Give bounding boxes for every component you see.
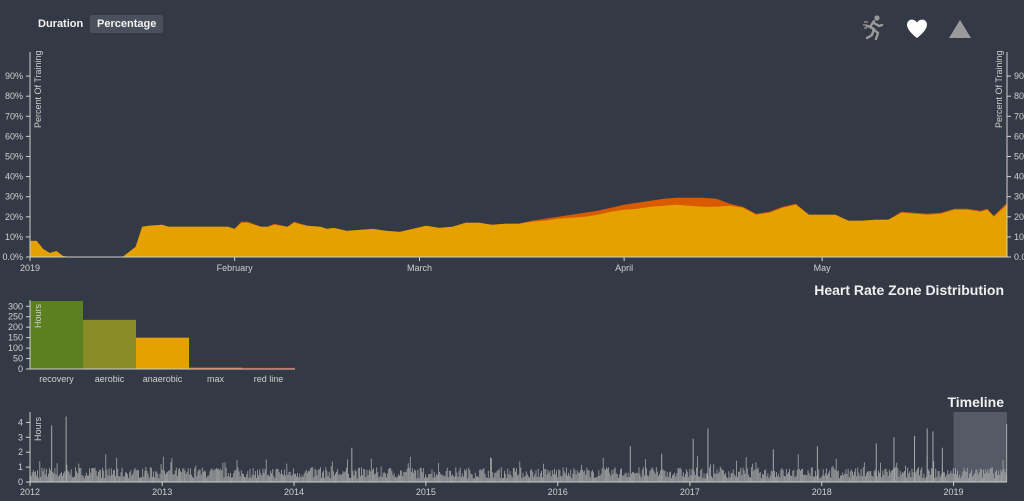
zone-y-tick-label: 0 xyxy=(18,364,23,374)
timeline-x-tick-label: 2014 xyxy=(284,487,304,497)
y-tick-label-right: 10% xyxy=(1014,232,1024,242)
zone-bar-recovery xyxy=(30,301,83,369)
duration-toggle-button[interactable]: Duration xyxy=(38,18,84,30)
y-tick-label-right: 90% xyxy=(1014,71,1024,81)
timeline-y-tick-label: 3 xyxy=(18,432,23,442)
series-lower-zone-area xyxy=(30,204,1007,257)
timeline-y-axis-label: Hours xyxy=(33,416,43,441)
y-tick-label-right: 0.0% xyxy=(1014,252,1024,262)
y-tick-label-left: 20% xyxy=(5,212,23,222)
timeline-y-tick-label: 4 xyxy=(18,417,23,427)
zone-y-tick-label: 300 xyxy=(8,301,23,311)
zone-category-label: max xyxy=(207,374,225,384)
x-tick-label: May xyxy=(814,263,832,273)
y-tick-label-left: 50% xyxy=(5,151,23,161)
zone-category-label: aerobic xyxy=(95,374,125,384)
zone-bar-max xyxy=(189,367,242,369)
y-tick-label-right: 20% xyxy=(1014,212,1024,222)
running-man-icon[interactable] xyxy=(862,14,886,42)
y-tick-label-right: 50% xyxy=(1014,151,1024,161)
timeline-y-tick-label: 1 xyxy=(18,462,23,472)
zone-y-axis-label: Hours xyxy=(33,303,43,328)
y-axis-label-left: Percent Of Training xyxy=(33,50,43,128)
y-tick-label-right: 80% xyxy=(1014,91,1024,101)
timeline-x-tick-label: 2019 xyxy=(944,487,964,497)
zone-category-label: red line xyxy=(254,374,284,384)
zone-bar-red-line xyxy=(242,367,295,369)
timeline-daily-bars xyxy=(29,454,1007,482)
x-tick-label: 2019 xyxy=(20,263,40,273)
y-tick-label-left: 80% xyxy=(5,91,23,101)
heart-icon[interactable] xyxy=(905,14,929,42)
y-tick-label-left: 90% xyxy=(5,71,23,81)
zone-y-tick-label: 250 xyxy=(8,312,23,322)
y-tick-label-left: 0.0% xyxy=(2,252,23,262)
timeline-title: Timeline xyxy=(947,394,1004,410)
y-tick-label-left: 40% xyxy=(5,172,23,182)
y-tick-label-left: 70% xyxy=(5,111,23,121)
heart-rate-zone-title: Heart Rate Zone Distribution xyxy=(814,282,1004,298)
timeline-x-tick-label: 2015 xyxy=(416,487,436,497)
y-tick-label-left: 30% xyxy=(5,192,23,202)
zone-y-tick-label: 100 xyxy=(8,343,23,353)
y-axis-label-right: Percent Of Training xyxy=(994,50,1004,128)
timeline-y-tick-label: 2 xyxy=(18,447,23,457)
zone-bar-anaerobic xyxy=(136,337,189,369)
y-tick-label-right: 60% xyxy=(1014,131,1024,141)
zone-y-tick-label: 200 xyxy=(8,322,23,332)
timeline-x-tick-label: 2016 xyxy=(548,487,568,497)
mountain-icon[interactable] xyxy=(947,14,973,42)
y-tick-label-right: 40% xyxy=(1014,172,1024,182)
x-tick-label: April xyxy=(615,263,633,273)
zone-category-label: anaerobic xyxy=(143,374,183,384)
timeline-bars-group xyxy=(29,416,1008,482)
zone-y-tick-label: 150 xyxy=(8,333,23,343)
y-tick-label-left: 10% xyxy=(5,232,23,242)
timeline-x-tick-label: 2013 xyxy=(152,487,172,497)
timeline-x-tick-label: 2012 xyxy=(20,487,40,497)
y-tick-label-left: 60% xyxy=(5,131,23,141)
timeline-x-tick-label: 2017 xyxy=(680,487,700,497)
zone-category-label: recovery xyxy=(39,374,74,384)
y-tick-label-right: 30% xyxy=(1014,192,1024,202)
zone-bar-aerobic xyxy=(83,319,136,369)
timeline-x-tick-label: 2018 xyxy=(812,487,832,497)
percentage-toggle-button[interactable]: Percentage xyxy=(90,15,164,33)
timeline-y-tick-label: 0 xyxy=(18,477,23,487)
x-tick-label: February xyxy=(217,263,254,273)
zone-y-tick-label: 50 xyxy=(13,354,23,364)
y-tick-label-right: 70% xyxy=(1014,111,1024,121)
x-tick-label: March xyxy=(407,263,432,273)
